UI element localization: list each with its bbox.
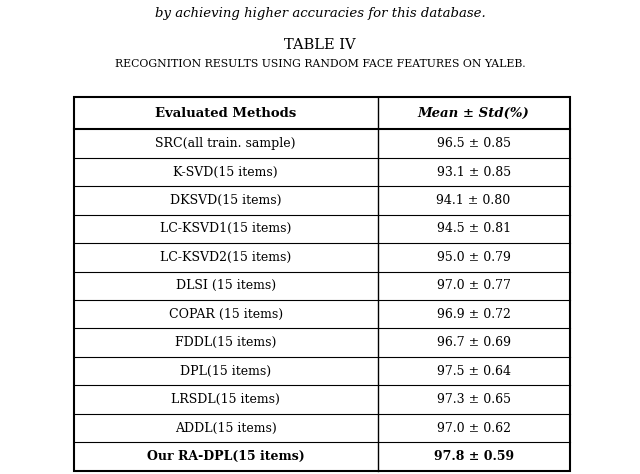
Text: 94.1 ± 0.80: 94.1 ± 0.80 (436, 194, 511, 207)
Text: DPL(15 items): DPL(15 items) (180, 365, 271, 378)
Text: FDDL(15 items): FDDL(15 items) (175, 336, 276, 349)
Text: K-SVD(15 items): K-SVD(15 items) (173, 165, 278, 179)
Text: DLSI (15 items): DLSI (15 items) (175, 279, 276, 292)
Text: LRSDL(15 items): LRSDL(15 items) (171, 393, 280, 406)
Text: ADDL(15 items): ADDL(15 items) (175, 421, 276, 435)
Text: LC-KSVD1(15 items): LC-KSVD1(15 items) (160, 222, 291, 236)
Text: 95.0 ± 0.79: 95.0 ± 0.79 (436, 251, 511, 264)
Text: 97.5 ± 0.64: 97.5 ± 0.64 (436, 365, 511, 378)
Text: 97.0 ± 0.62: 97.0 ± 0.62 (436, 421, 511, 435)
Text: 96.9 ± 0.72: 96.9 ± 0.72 (436, 308, 511, 321)
Text: Evaluated Methods: Evaluated Methods (155, 107, 296, 120)
Text: Our RA-DPL(15 items): Our RA-DPL(15 items) (147, 450, 305, 463)
Text: Mean ± Std(%): Mean ± Std(%) (418, 107, 529, 120)
Text: 97.0 ± 0.77: 97.0 ± 0.77 (436, 279, 511, 292)
Text: 97.3 ± 0.65: 97.3 ± 0.65 (436, 393, 511, 406)
Text: 96.5 ± 0.85: 96.5 ± 0.85 (436, 137, 511, 150)
Text: 96.7 ± 0.69: 96.7 ± 0.69 (436, 336, 511, 349)
Text: LC-KSVD2(15 items): LC-KSVD2(15 items) (160, 251, 291, 264)
Text: 94.5 ± 0.81: 94.5 ± 0.81 (436, 222, 511, 236)
Bar (74, 97, 570, 471)
Text: 97.8 ± 0.59: 97.8 ± 0.59 (433, 450, 514, 463)
Text: 93.1 ± 0.85: 93.1 ± 0.85 (436, 165, 511, 179)
Text: COPAR (15 items): COPAR (15 items) (168, 308, 283, 321)
Text: by achieving higher accuracies for this database.: by achieving higher accuracies for this … (155, 7, 485, 20)
Text: DKSVD(15 items): DKSVD(15 items) (170, 194, 282, 207)
Text: RECOGNITION RESULTS USING RANDOM FACE FEATURES ON YALEB.: RECOGNITION RESULTS USING RANDOM FACE FE… (115, 59, 525, 69)
Text: SRC(all train. sample): SRC(all train. sample) (156, 137, 296, 150)
Text: TABLE IV: TABLE IV (284, 38, 356, 52)
